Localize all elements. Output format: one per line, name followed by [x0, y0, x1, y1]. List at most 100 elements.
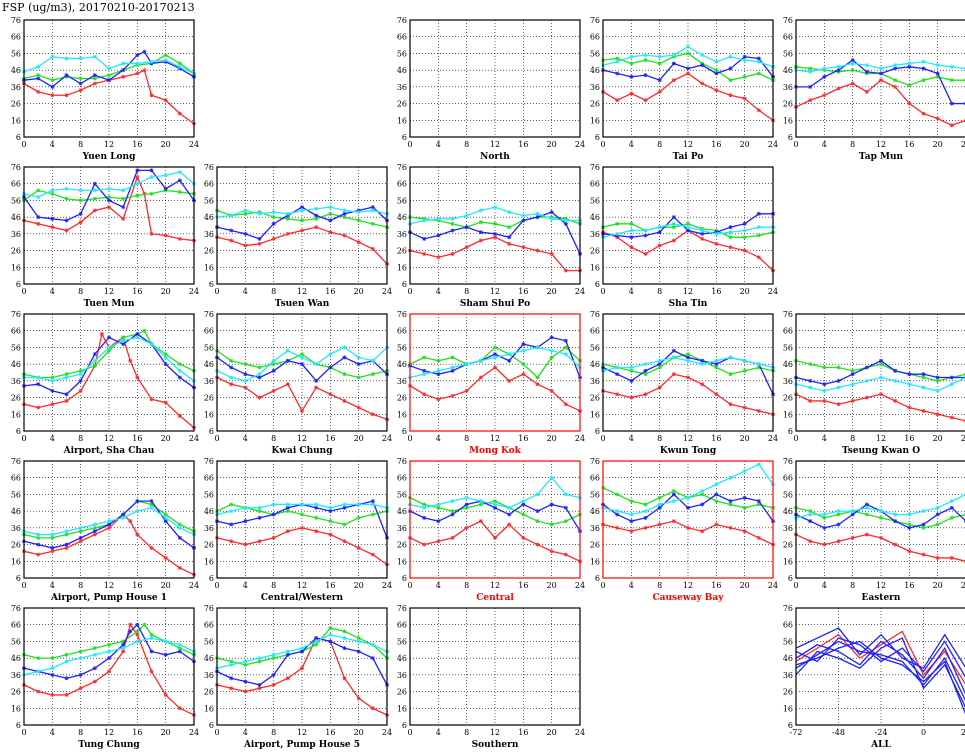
- x-tick-label: 24: [768, 287, 778, 296]
- data-point: [229, 365, 234, 370]
- data-point: [756, 535, 761, 540]
- data-point: [507, 505, 512, 510]
- y-tick-label: 66: [11, 180, 21, 189]
- series-line: [23, 69, 195, 125]
- y-tick-label: 6: [16, 721, 21, 730]
- data-point: [450, 251, 455, 256]
- data-point: [808, 512, 813, 517]
- data-point: [756, 225, 761, 230]
- data-point: [300, 228, 304, 233]
- x-tick-label: 4: [50, 140, 55, 149]
- data-point: [50, 535, 55, 540]
- data-point: [464, 245, 469, 250]
- data-point: [78, 81, 83, 86]
- data-point: [563, 345, 568, 350]
- data-point: [521, 218, 526, 223]
- data-point: [615, 231, 620, 236]
- x-tick-label: 24: [961, 581, 965, 590]
- data-point: [149, 231, 154, 236]
- x-tick-label: 20: [933, 140, 943, 149]
- data-point: [36, 532, 41, 537]
- station-panel: 0 4 8 12 16 20 24 6 16 26 36 46 56 66 76 Sham Shui Po: [397, 163, 585, 309]
- data-point: [243, 542, 248, 547]
- y-tick-label: 6: [595, 574, 600, 583]
- data-point: [822, 398, 827, 403]
- data-point: [808, 519, 813, 524]
- x-tick-label: 4: [629, 287, 634, 296]
- data-point: [714, 522, 719, 527]
- x-tick-label: 24: [768, 140, 778, 149]
- data-point: [78, 539, 83, 544]
- data-point: [949, 382, 954, 387]
- data-point: [121, 515, 126, 520]
- y-tick-label: 46: [397, 360, 407, 369]
- y-tick-label: 66: [783, 327, 793, 336]
- data-point: [422, 505, 427, 510]
- data-point: [121, 639, 126, 644]
- y-tick-label: 36: [204, 230, 214, 239]
- data-point: [142, 622, 147, 627]
- data-point: [893, 378, 898, 383]
- data-point: [163, 173, 168, 178]
- data-point: [121, 335, 126, 340]
- x-tick-label: 4: [436, 728, 441, 737]
- x-tick-label: 16: [132, 581, 142, 590]
- data-point: [507, 241, 512, 246]
- data-point: [686, 505, 690, 510]
- data-point: [822, 365, 827, 370]
- data-point: [177, 61, 182, 66]
- data-point: [657, 365, 662, 370]
- x-tick-label: 12: [490, 728, 500, 737]
- data-point: [342, 355, 347, 360]
- station-panel: 0 4 8 12 16 20 24 6 16 26 36 46 56 66 76 Causeway Bay: [590, 457, 778, 603]
- data-point: [949, 123, 954, 128]
- data-point: [643, 362, 648, 367]
- data-point: [64, 652, 69, 657]
- data-point: [370, 205, 375, 210]
- data-point: [92, 363, 97, 368]
- data-point: [657, 505, 662, 510]
- y-tick-label: 36: [11, 83, 21, 92]
- data-point: [135, 629, 140, 634]
- data-point: [135, 622, 140, 627]
- plot-frame: [23, 166, 195, 285]
- data-point: [728, 54, 733, 59]
- data-point: [121, 216, 126, 221]
- data-point: [177, 642, 182, 647]
- data-point: [50, 402, 55, 407]
- data-point: [935, 71, 940, 76]
- data-point: [657, 243, 662, 248]
- data-point: [149, 636, 154, 641]
- data-point: [92, 522, 97, 527]
- data-point: [285, 231, 290, 236]
- data-point: [92, 358, 97, 363]
- data-point: [92, 652, 97, 657]
- y-tick-label: 46: [590, 66, 600, 75]
- x-tick-label: 8: [271, 581, 276, 590]
- x-tick-label: 20: [547, 140, 557, 149]
- x-tick-label: 24: [189, 581, 199, 590]
- data-point: [229, 502, 234, 507]
- y-tick-label: 46: [204, 507, 214, 516]
- data-point: [493, 231, 497, 236]
- data-point: [450, 393, 455, 398]
- data-point: [935, 388, 940, 393]
- data-point: [370, 358, 375, 363]
- y-tick-label: 66: [397, 33, 407, 42]
- station-title: Mong Kok: [469, 446, 522, 456]
- station-title: Causeway Bay: [653, 593, 725, 603]
- data-point: [949, 555, 954, 560]
- data-point: [671, 372, 676, 377]
- data-point: [478, 502, 483, 507]
- plot-frame: [602, 460, 774, 579]
- data-point: [36, 76, 41, 81]
- station-title: Airport, Pump House 1: [50, 593, 167, 603]
- y-tick-label: 36: [397, 83, 407, 92]
- data-point: [436, 216, 441, 221]
- data-point: [756, 502, 761, 507]
- x-tick-label: 4: [436, 140, 441, 149]
- data-point: [36, 73, 41, 78]
- data-point: [893, 368, 898, 373]
- data-point: [615, 525, 620, 530]
- data-point: [907, 64, 912, 69]
